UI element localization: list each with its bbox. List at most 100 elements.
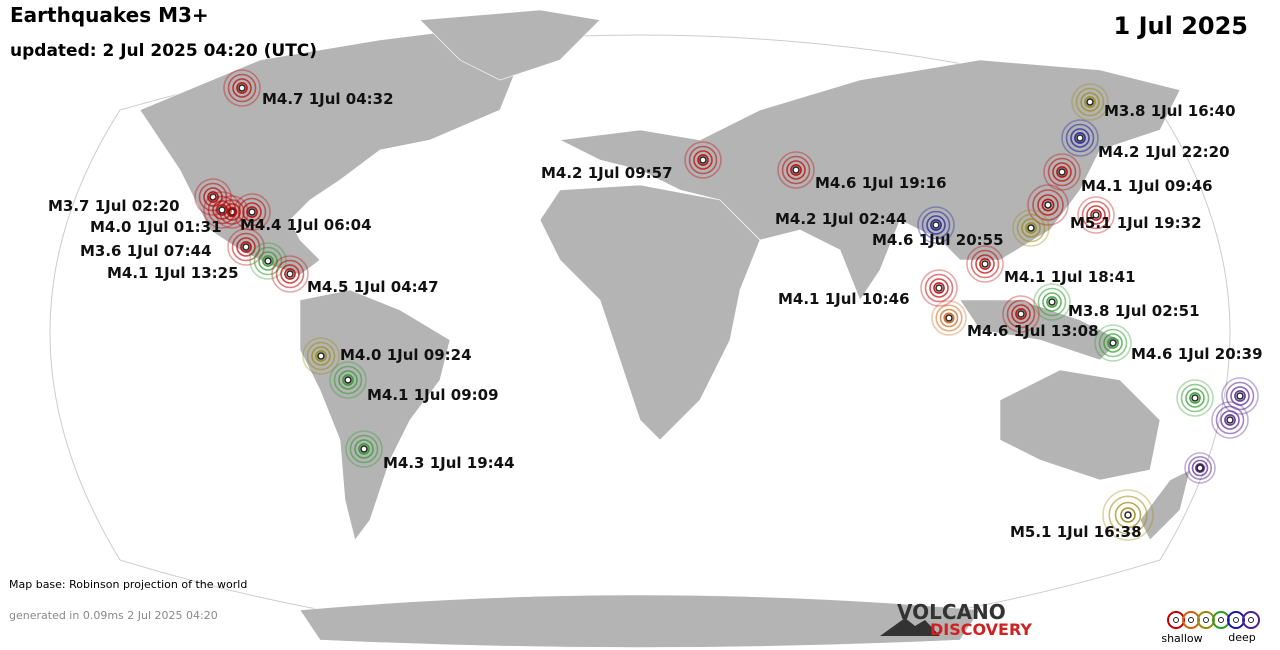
ring bbox=[697, 154, 709, 166]
ring bbox=[1011, 304, 1031, 324]
quake-label: M3.7 1Jul 02:20 bbox=[48, 197, 180, 215]
quake-marker[interactable] bbox=[966, 245, 1004, 283]
legend-deep: deep bbox=[1228, 631, 1256, 644]
legend-dot bbox=[1188, 617, 1194, 623]
ring bbox=[777, 151, 815, 189]
ring bbox=[207, 195, 237, 225]
quake-marker[interactable] bbox=[1176, 379, 1214, 417]
quake-label: M4.6 1Jul 20:55 bbox=[872, 231, 1004, 249]
quake-marker[interactable] bbox=[1027, 184, 1069, 226]
ring bbox=[790, 164, 802, 176]
quake-marker[interactable] bbox=[920, 269, 958, 307]
ring bbox=[1220, 410, 1240, 430]
ring bbox=[1224, 414, 1236, 426]
quake-marker[interactable] bbox=[1102, 489, 1154, 541]
ring bbox=[684, 141, 722, 179]
ring bbox=[203, 191, 241, 229]
quake-marker[interactable] bbox=[1094, 324, 1132, 362]
quake-marker[interactable] bbox=[249, 242, 287, 280]
ring bbox=[358, 443, 370, 455]
legend-shallow: shallow bbox=[1161, 632, 1202, 645]
ring bbox=[1084, 96, 1096, 108]
ring bbox=[233, 193, 271, 231]
core bbox=[360, 445, 368, 453]
ring bbox=[920, 269, 958, 307]
core bbox=[1027, 224, 1035, 232]
quake-marker[interactable] bbox=[931, 300, 967, 336]
ring bbox=[232, 78, 252, 98]
ring bbox=[931, 300, 967, 336]
core bbox=[1124, 511, 1132, 519]
quake-marker[interactable] bbox=[1033, 283, 1071, 321]
quake-marker[interactable] bbox=[1077, 196, 1115, 234]
quake-marker[interactable] bbox=[233, 193, 271, 231]
ring bbox=[311, 346, 331, 366]
ring bbox=[1077, 196, 1115, 234]
quake-marker[interactable] bbox=[917, 206, 955, 244]
core bbox=[1226, 416, 1234, 424]
quake-marker[interactable] bbox=[203, 191, 241, 229]
quake-marker[interactable] bbox=[1184, 452, 1216, 484]
ring bbox=[242, 202, 262, 222]
quake-marker[interactable] bbox=[227, 228, 265, 266]
ring bbox=[939, 308, 959, 328]
ring bbox=[271, 255, 309, 293]
quake-marker[interactable] bbox=[345, 430, 383, 468]
quake-marker[interactable] bbox=[1211, 401, 1249, 439]
quake-marker[interactable] bbox=[329, 361, 367, 399]
ring bbox=[227, 228, 265, 266]
ring bbox=[930, 219, 942, 231]
quake-marker[interactable] bbox=[271, 255, 309, 293]
core bbox=[945, 314, 953, 322]
logo-discovery[interactable]: DISCOVERY bbox=[930, 620, 1032, 639]
core bbox=[1236, 392, 1244, 400]
ring bbox=[1037, 194, 1059, 216]
quake-label: M4.6 1Jul 13:08 bbox=[967, 322, 1099, 340]
ring bbox=[306, 341, 336, 371]
quake-marker[interactable] bbox=[1071, 83, 1109, 121]
core bbox=[344, 376, 352, 384]
ring bbox=[333, 365, 363, 395]
updated: updated: 2 Jul 2025 04:20 (UTC) bbox=[10, 41, 317, 61]
ring bbox=[236, 237, 256, 257]
logo-volcano[interactable]: VOLCANO bbox=[897, 600, 1006, 624]
ring bbox=[1052, 162, 1072, 182]
quake-label: M4.6 1Jul 20:39 bbox=[1131, 345, 1263, 363]
ring bbox=[1074, 132, 1086, 144]
quake-label: M4.3 1Jul 19:44 bbox=[383, 454, 515, 472]
quake-marker[interactable] bbox=[1061, 119, 1099, 157]
core bbox=[238, 84, 246, 92]
legend-dot bbox=[1203, 617, 1209, 623]
core bbox=[1044, 201, 1052, 209]
ring bbox=[246, 206, 258, 218]
quake-marker[interactable] bbox=[1002, 295, 1040, 333]
quake-marker[interactable] bbox=[1043, 153, 1081, 191]
quake-marker[interactable] bbox=[223, 69, 261, 107]
quake-label: M5.1 1Jul 16:38 bbox=[1010, 523, 1142, 541]
ring bbox=[1046, 296, 1058, 308]
core bbox=[699, 156, 707, 164]
legend-dot bbox=[1248, 617, 1254, 623]
ring bbox=[194, 178, 232, 216]
ring bbox=[1086, 205, 1106, 225]
ring bbox=[1002, 295, 1040, 333]
quake-marker[interactable] bbox=[302, 337, 340, 375]
quake-label: M4.0 1Jul 09:24 bbox=[340, 346, 472, 364]
quake-label: M4.1 1Jul 09:09 bbox=[367, 386, 499, 404]
ring bbox=[924, 273, 954, 303]
core bbox=[1191, 394, 1199, 402]
ring bbox=[781, 155, 811, 185]
ring bbox=[943, 312, 955, 324]
quake-marker[interactable] bbox=[777, 151, 815, 189]
legend-dot bbox=[1173, 617, 1179, 623]
core bbox=[1109, 339, 1117, 347]
ring bbox=[975, 254, 995, 274]
quake-label: M4.2 1Jul 09:57 bbox=[541, 164, 673, 182]
map-base: Map base: Robinson projection of the wor… bbox=[9, 578, 247, 591]
ring bbox=[302, 337, 340, 375]
ring bbox=[262, 255, 274, 267]
quake-marker[interactable] bbox=[1221, 377, 1259, 415]
core bbox=[792, 166, 800, 174]
quake-marker[interactable] bbox=[684, 141, 722, 179]
quake-marker[interactable] bbox=[1012, 209, 1050, 247]
